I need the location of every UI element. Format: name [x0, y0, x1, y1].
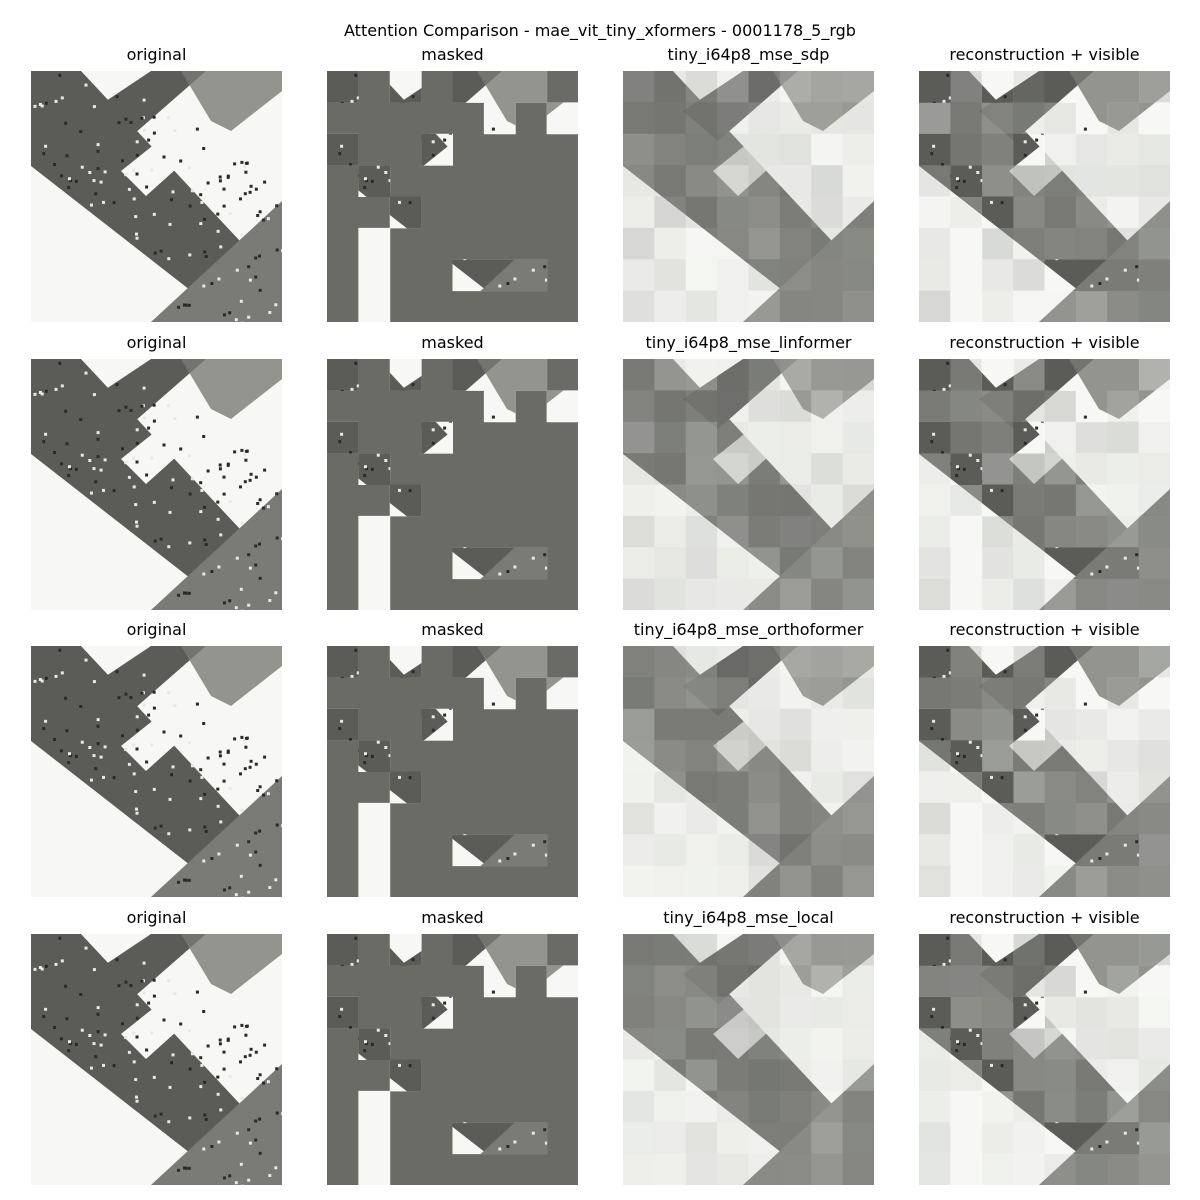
- original-svg: [31, 71, 282, 322]
- reconstruction-svg: [623, 646, 874, 897]
- original-image: [31, 71, 282, 322]
- original-svg: [31, 934, 282, 1185]
- masked-svg: [327, 934, 578, 1185]
- reconstruction-svg: [623, 359, 874, 610]
- figure-title: Attention Comparison - mae_vit_tiny_xfor…: [344, 21, 856, 40]
- original-svg: [31, 359, 282, 610]
- original-image: [31, 934, 282, 1185]
- reconstruction-svg: [623, 71, 874, 322]
- panel-title: tiny_i64p8_mse_orthoformer: [633, 620, 864, 639]
- panel-title: masked: [421, 908, 484, 927]
- reconstruction-image: [623, 71, 874, 322]
- reconstruction-image: [623, 646, 874, 897]
- reconstruction-image: [623, 359, 874, 610]
- panel-title: original: [126, 908, 187, 927]
- composite-svg: [919, 359, 1170, 610]
- composite-image: [919, 71, 1170, 322]
- masked-image: [327, 646, 578, 897]
- panel-title: masked: [421, 45, 484, 64]
- masked-image: [327, 71, 578, 322]
- panel-title: original: [126, 333, 187, 352]
- reconstruction-svg: [623, 934, 874, 1185]
- composite-image: [919, 359, 1170, 610]
- panel-title: original: [126, 45, 187, 64]
- original-image: [31, 359, 282, 610]
- composite-svg: [919, 71, 1170, 322]
- masked-image: [327, 934, 578, 1185]
- panel-title: tiny_i64p8_mse_sdp: [667, 45, 830, 64]
- panel-title: masked: [421, 620, 484, 639]
- panel-title: tiny_i64p8_mse_local: [663, 908, 834, 927]
- composite-svg: [919, 646, 1170, 897]
- panel-title: original: [126, 620, 187, 639]
- original-svg: [31, 646, 282, 897]
- panel-title: tiny_i64p8_mse_linformer: [645, 333, 852, 352]
- panel-title: reconstruction + visible: [949, 620, 1140, 639]
- composite-image: [919, 646, 1170, 897]
- composite-image: [919, 934, 1170, 1185]
- masked-image: [327, 359, 578, 610]
- composite-svg: [919, 934, 1170, 1185]
- original-image: [31, 646, 282, 897]
- panel-title: masked: [421, 333, 484, 352]
- panel-title: reconstruction + visible: [949, 908, 1140, 927]
- masked-svg: [327, 71, 578, 322]
- masked-svg: [327, 359, 578, 610]
- masked-svg: [327, 646, 578, 897]
- reconstruction-image: [623, 934, 874, 1185]
- panel-title: reconstruction + visible: [949, 333, 1140, 352]
- panel-title: reconstruction + visible: [949, 45, 1140, 64]
